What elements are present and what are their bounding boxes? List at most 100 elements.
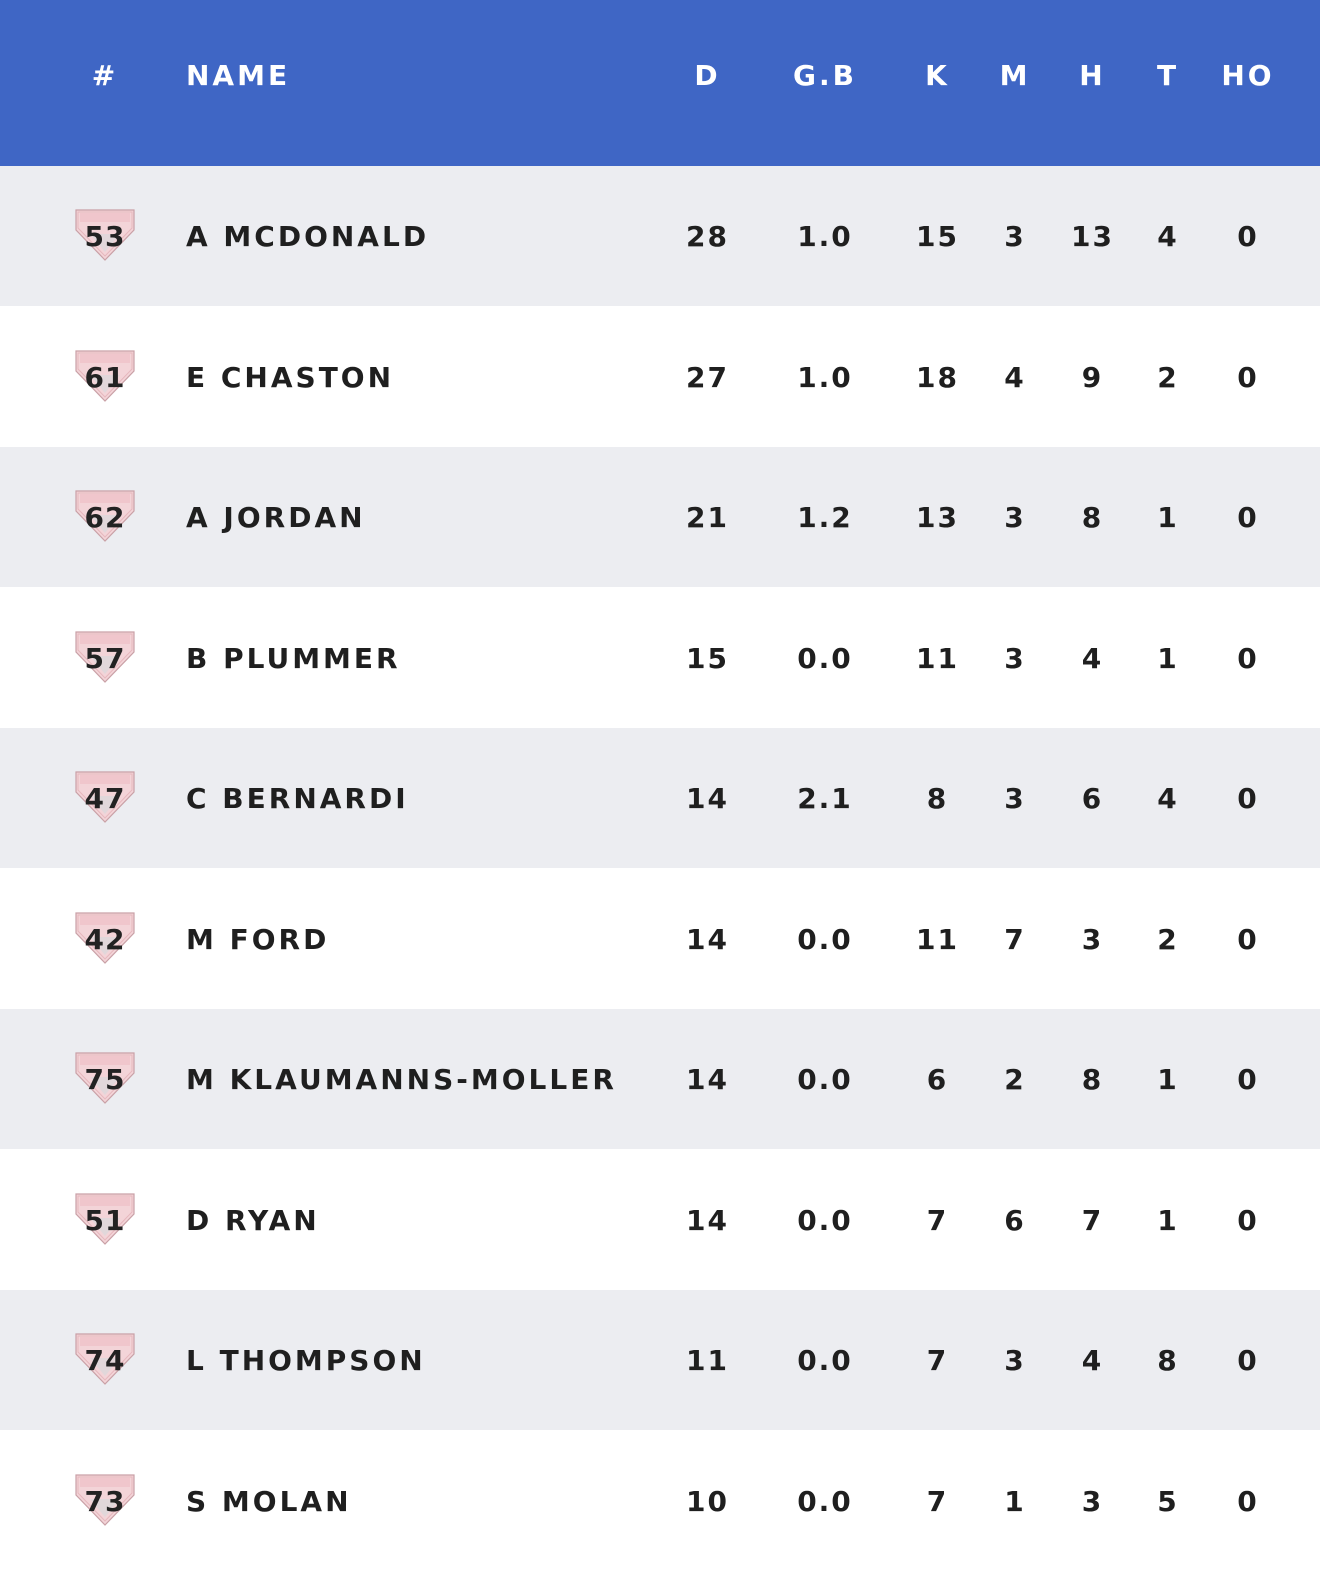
cell-marks: 7 bbox=[1004, 922, 1026, 956]
cell-hitouts: 0 bbox=[1237, 360, 1259, 394]
player-name-link[interactable]: C BERNARDI bbox=[186, 781, 409, 815]
cell-kicks: 18 bbox=[916, 360, 959, 394]
cell-number: 53 bbox=[50, 166, 160, 306]
cell-handballs: 6 bbox=[1081, 781, 1104, 815]
cell-kicks: 11 bbox=[916, 922, 959, 956]
table-row[interactable]: 47 C BERNARDI 14 2.1 8 3 6 4 0 bbox=[0, 728, 1320, 868]
cell-hitouts: 0 bbox=[1237, 1203, 1259, 1237]
table-row[interactable]: 57 B PLUMMER 15 0.0 11 3 4 1 0 bbox=[0, 588, 1320, 728]
cell-disposals: 14 bbox=[686, 1062, 729, 1096]
header-hitouts[interactable]: HO bbox=[1221, 58, 1275, 92]
cell-disposals: 11 bbox=[686, 1343, 729, 1377]
cell-marks: 6 bbox=[1004, 1203, 1026, 1237]
cell-hitouts: 0 bbox=[1237, 500, 1259, 534]
player-name-link[interactable]: L THOMPSON bbox=[186, 1343, 426, 1377]
cell-handballs: 3 bbox=[1081, 1484, 1104, 1518]
cell-goals-behinds: 1.0 bbox=[797, 219, 853, 253]
club-guernsey-icon: 61 bbox=[72, 349, 138, 405]
cell-kicks: 13 bbox=[916, 500, 959, 534]
cell-hitouts: 0 bbox=[1237, 219, 1259, 253]
club-guernsey-icon: 74 bbox=[72, 1332, 138, 1388]
cell-tackles: 4 bbox=[1157, 219, 1179, 253]
cell-handballs: 4 bbox=[1081, 1343, 1104, 1377]
cell-number: 62 bbox=[50, 447, 160, 587]
table-row[interactable]: 51 D RYAN 14 0.0 7 6 7 1 0 bbox=[0, 1150, 1320, 1290]
cell-goals-behinds: 2.1 bbox=[797, 781, 853, 815]
cell-kicks: 11 bbox=[916, 641, 959, 675]
cell-marks: 3 bbox=[1004, 641, 1026, 675]
table-row[interactable]: 53 A MCDONALD 28 1.0 15 3 13 4 0 bbox=[0, 166, 1320, 306]
table-row[interactable]: 62 A JORDAN 21 1.2 13 3 8 1 0 bbox=[0, 447, 1320, 587]
cell-goals-behinds: 1.0 bbox=[797, 360, 853, 394]
player-number: 53 bbox=[84, 219, 126, 253]
cell-disposals: 27 bbox=[686, 360, 729, 394]
cell-hitouts: 0 bbox=[1237, 1062, 1259, 1096]
cell-number: 42 bbox=[50, 869, 160, 1009]
cell-marks: 3 bbox=[1004, 219, 1026, 253]
player-number: 51 bbox=[84, 1203, 126, 1237]
player-name-link[interactable]: E CHASTON bbox=[186, 360, 395, 394]
cell-goals-behinds: 0.0 bbox=[797, 922, 853, 956]
cell-hitouts: 0 bbox=[1237, 1343, 1259, 1377]
table-header: # NAME D G.B K M H T HO bbox=[0, 0, 1320, 166]
player-name-link[interactable]: S MOLAN bbox=[186, 1484, 352, 1518]
cell-handballs: 3 bbox=[1081, 922, 1104, 956]
table-row[interactable]: 42 M FORD 14 0.0 11 7 3 2 0 bbox=[0, 869, 1320, 1009]
header-number[interactable]: # bbox=[91, 58, 119, 92]
cell-number: 74 bbox=[50, 1290, 160, 1430]
header-marks[interactable]: M bbox=[999, 58, 1031, 92]
player-name-link[interactable]: A JORDAN bbox=[186, 500, 366, 534]
header-goals-behinds[interactable]: G.B bbox=[793, 58, 857, 92]
player-name-link[interactable]: M KLAUMANNS-MOLLER bbox=[186, 1062, 617, 1096]
club-guernsey-icon: 51 bbox=[72, 1192, 138, 1248]
table-row[interactable]: 73 S MOLAN 10 0.0 7 1 3 5 0 bbox=[0, 1431, 1320, 1571]
player-name-link[interactable]: M FORD bbox=[186, 922, 330, 956]
table-row[interactable]: 75 M KLAUMANNS-MOLLER 14 0.0 6 2 8 1 0 bbox=[0, 1009, 1320, 1149]
cell-number: 51 bbox=[50, 1150, 160, 1290]
cell-hitouts: 0 bbox=[1237, 1484, 1259, 1518]
cell-goals-behinds: 1.2 bbox=[797, 500, 853, 534]
club-guernsey-icon: 47 bbox=[72, 770, 138, 826]
player-name-link[interactable]: B PLUMMER bbox=[186, 641, 401, 675]
header-handballs[interactable]: H bbox=[1079, 58, 1106, 92]
cell-kicks: 6 bbox=[926, 1062, 949, 1096]
header-tackles[interactable]: T bbox=[1156, 58, 1180, 92]
header-name[interactable]: NAME bbox=[186, 58, 291, 92]
club-guernsey-icon: 73 bbox=[72, 1473, 138, 1529]
cell-tackles: 2 bbox=[1157, 360, 1179, 394]
player-number: 47 bbox=[84, 781, 126, 815]
cell-marks: 2 bbox=[1004, 1062, 1026, 1096]
cell-tackles: 5 bbox=[1157, 1484, 1179, 1518]
cell-hitouts: 0 bbox=[1237, 922, 1259, 956]
player-name-link[interactable]: A MCDONALD bbox=[186, 219, 430, 253]
cell-hitouts: 0 bbox=[1237, 781, 1259, 815]
player-number: 73 bbox=[84, 1484, 126, 1518]
cell-kicks: 7 bbox=[926, 1484, 949, 1518]
header-disposals[interactable]: D bbox=[694, 58, 721, 92]
cell-goals-behinds: 0.0 bbox=[797, 1062, 853, 1096]
cell-marks: 4 bbox=[1004, 360, 1026, 394]
table-row[interactable]: 61 E CHASTON 27 1.0 18 4 9 2 0 bbox=[0, 307, 1320, 447]
cell-number: 57 bbox=[50, 588, 160, 728]
cell-tackles: 1 bbox=[1157, 641, 1179, 675]
club-guernsey-icon: 75 bbox=[72, 1051, 138, 1107]
cell-tackles: 8 bbox=[1157, 1343, 1179, 1377]
cell-goals-behinds: 0.0 bbox=[797, 1484, 853, 1518]
player-name-link[interactable]: D RYAN bbox=[186, 1203, 320, 1237]
cell-kicks: 7 bbox=[926, 1203, 949, 1237]
cell-kicks: 8 bbox=[926, 781, 949, 815]
cell-tackles: 1 bbox=[1157, 500, 1179, 534]
header-kicks[interactable]: K bbox=[925, 58, 950, 92]
cell-goals-behinds: 0.0 bbox=[797, 1203, 853, 1237]
cell-goals-behinds: 0.0 bbox=[797, 641, 853, 675]
cell-handballs: 4 bbox=[1081, 641, 1104, 675]
player-number: 75 bbox=[84, 1062, 126, 1096]
cell-handballs: 9 bbox=[1081, 360, 1104, 394]
cell-number: 75 bbox=[50, 1009, 160, 1149]
cell-disposals: 14 bbox=[686, 781, 729, 815]
cell-tackles: 2 bbox=[1157, 922, 1179, 956]
cell-handballs: 8 bbox=[1081, 1062, 1104, 1096]
table-row[interactable]: 74 L THOMPSON 11 0.0 7 3 4 8 0 bbox=[0, 1290, 1320, 1430]
cell-marks: 3 bbox=[1004, 500, 1026, 534]
